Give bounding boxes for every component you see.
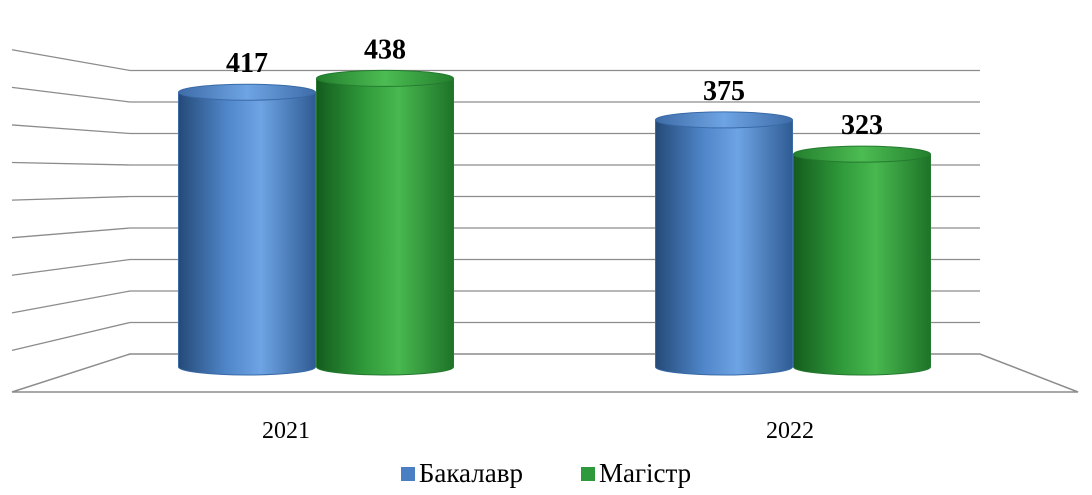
chart-area: 417 438 375 323 2021 2022 [11, 34, 1079, 444]
value-label: 375 [703, 76, 745, 107]
side-wall-gridline [11, 195, 131, 201]
legend-swatch-bachelor [400, 466, 415, 481]
value-label: 438 [364, 34, 406, 65]
legend-label-bachelor: Бакалавр [418, 458, 523, 488]
bar-Магістр-2022 [793, 145, 931, 376]
bar-body [655, 119, 793, 376]
legend-swatch-master [580, 466, 595, 481]
side-wall-gridline [11, 124, 131, 135]
bar-Бакалавр-2021 [178, 83, 316, 376]
bar-Магістр-2021 [316, 69, 454, 376]
bar-body [178, 91, 316, 376]
bars [178, 69, 931, 376]
value-labels: 417 438 375 323 [226, 34, 883, 141]
side-wall-gridline [11, 290, 131, 314]
bar-top [793, 145, 931, 163]
bar-top [178, 83, 316, 101]
legend-label-master: Магістр [598, 458, 692, 488]
bar-top [655, 111, 793, 129]
legend: Бакалавр Магістр [0, 458, 1092, 489]
category-labels: 2021 2022 [262, 418, 814, 444]
category-label: 2022 [766, 418, 814, 444]
bar-body [316, 77, 454, 376]
category-label: 2021 [262, 418, 310, 444]
side-wall-gridline [11, 227, 131, 239]
value-label: 323 [841, 110, 883, 141]
side-wall-gridline [11, 161, 131, 166]
bar-Бакалавр-2022 [655, 111, 793, 376]
side-wall-gridline [11, 258, 131, 276]
bar-body [793, 153, 931, 376]
side-wall-gridline [11, 321, 131, 352]
side-wall-gridline [11, 86, 131, 103]
legend-item-master: Магістр [580, 458, 692, 489]
bar-top [316, 69, 454, 87]
side-wall-gridline [11, 49, 131, 72]
value-label: 417 [226, 48, 268, 79]
legend-item-bachelor: Бакалавр [400, 458, 523, 489]
